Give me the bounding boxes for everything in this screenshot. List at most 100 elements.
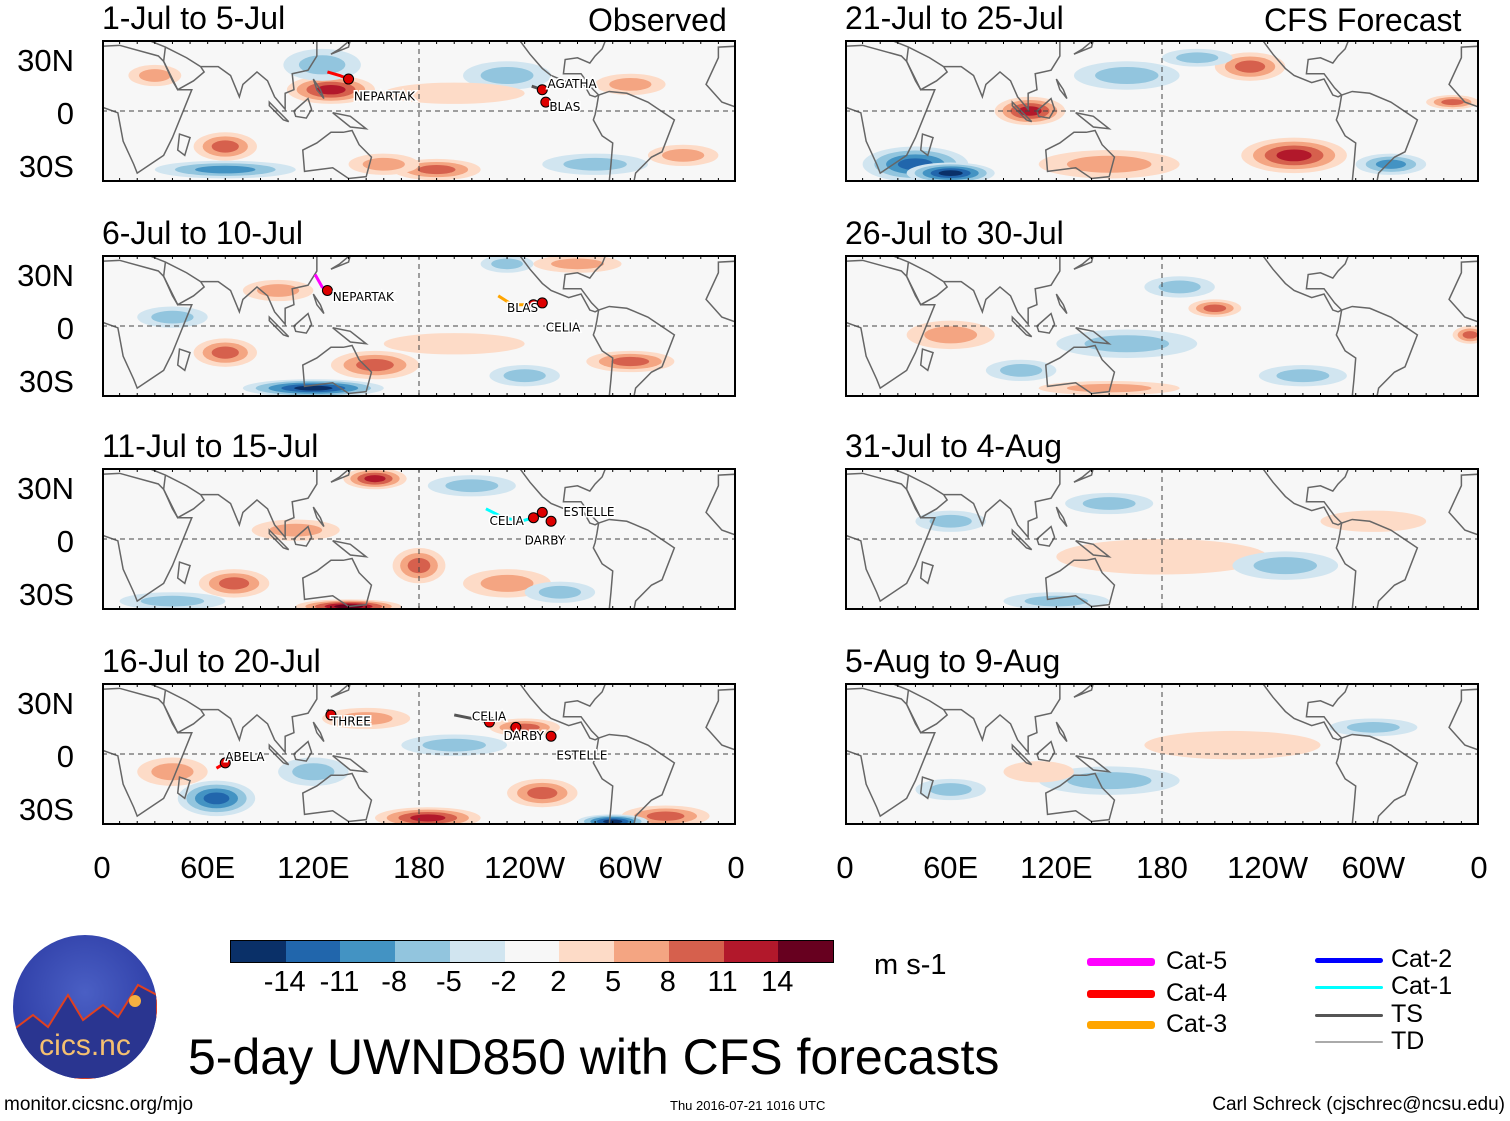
anomaly-contour — [298, 55, 346, 75]
coastline — [1262, 257, 1349, 313]
track-legend-label: Cat-1 — [1391, 972, 1453, 1000]
panel-title: 26-Jul to 30-Jul — [845, 215, 1064, 251]
storm-label: ESTELLE — [556, 748, 607, 762]
anomaly-contour — [938, 170, 963, 177]
colorbar-label: -8 — [381, 966, 408, 998]
anomaly-contour — [609, 77, 652, 91]
lat-tick-label: 30S — [18, 577, 74, 612]
hurricane-icon — [545, 730, 557, 742]
storm-track — [453, 713, 490, 724]
anomaly-contour — [445, 479, 499, 493]
coastline — [705, 45, 734, 108]
lat-tick-label: 0 — [56, 96, 74, 131]
anomaly-contour — [1320, 510, 1427, 532]
coastline — [1055, 506, 1068, 528]
coastline — [104, 44, 193, 175]
coastline — [312, 721, 325, 743]
coastline — [332, 112, 369, 130]
logo-text: cics.nc — [39, 1029, 131, 1062]
anomaly-contour — [1003, 761, 1074, 783]
coastline — [293, 740, 313, 762]
anomaly-contour — [1276, 369, 1330, 383]
coastline — [592, 90, 676, 180]
lat-tick-label: 30N — [17, 43, 74, 78]
map-panel — [845, 683, 1479, 825]
anomaly-contour — [999, 363, 1043, 377]
lon-tick-label: 60W — [1341, 850, 1406, 885]
anomaly-contour — [211, 140, 239, 153]
coastline — [592, 518, 676, 608]
coastline — [1011, 315, 1033, 338]
coastline — [1011, 743, 1033, 766]
coastline — [312, 78, 325, 100]
coastline — [1036, 97, 1056, 119]
track-legend-swatch — [1315, 1041, 1383, 1043]
lat-tick-label: 30S — [18, 149, 74, 184]
coastline — [301, 557, 373, 608]
anomaly-contour — [151, 310, 194, 324]
coastline — [1262, 470, 1349, 526]
figure-title: 5-day UWND850 with CFS forecasts — [188, 1029, 1000, 1085]
footer-url[interactable]: monitor.cicsnc.org/mjo — [4, 1094, 194, 1115]
anomaly-contour — [1084, 335, 1170, 353]
coastline — [919, 561, 934, 585]
anomaly-contour — [151, 763, 194, 781]
storm-label: DARBY — [504, 729, 545, 743]
coastline — [1335, 518, 1419, 608]
coastline — [1448, 45, 1477, 108]
colorbar-label: 2 — [550, 966, 567, 998]
colorbar-swatch — [504, 941, 560, 962]
anomaly-contour — [1144, 730, 1321, 760]
lon-tick-label: 180 — [1136, 850, 1188, 885]
colorbar-swatch — [614, 941, 669, 962]
colorbar-swatch — [395, 941, 450, 962]
coastline — [919, 133, 934, 157]
storm-label: ABELA — [225, 750, 265, 764]
track-legend-label: Cat-2 — [1391, 945, 1453, 973]
lon-tick-label: 0 — [727, 850, 745, 885]
coastline — [332, 327, 369, 345]
coastline — [176, 348, 191, 372]
storm-label: BLAS — [549, 100, 580, 114]
anomaly-contour — [527, 786, 558, 800]
track-legend-swatch — [1087, 990, 1155, 998]
anomaly-contour — [611, 356, 650, 367]
coastline — [150, 257, 318, 327]
colorbar-label: -5 — [436, 966, 462, 998]
colorbar-label: 11 — [707, 966, 738, 998]
anomaly-contour — [269, 523, 323, 537]
lat-tick-label: 30S — [18, 792, 74, 827]
anomaly-contour — [339, 712, 393, 725]
storm-label: CELIA — [472, 709, 507, 723]
anomaly-contour — [1462, 331, 1477, 339]
hurricane-icon — [321, 285, 333, 296]
anomaly-contour — [1234, 60, 1266, 73]
lat-tick-label: 0 — [56, 524, 74, 559]
anomaly-contour — [480, 66, 534, 85]
coastline — [150, 685, 318, 755]
anomaly-contour — [503, 369, 546, 383]
anomaly-contour — [1441, 99, 1464, 106]
coastline — [1073, 42, 1094, 55]
coastline — [1011, 100, 1033, 123]
coastline — [268, 743, 290, 766]
anomaly-contour — [491, 258, 523, 270]
map-panel — [845, 468, 1479, 610]
anomaly-contour — [924, 326, 978, 344]
storm-label: DARBY — [525, 533, 566, 547]
panel-title: 11-Jul to 15-Jul — [102, 428, 319, 464]
colorbar-swatch — [285, 941, 341, 962]
hurricane-icon — [325, 709, 337, 721]
coastline — [705, 688, 734, 751]
coastline — [1055, 721, 1068, 743]
panel-title: 1-Jul to 5-Jul — [102, 0, 286, 36]
coastline — [893, 470, 1061, 540]
anomaly-contour — [256, 284, 300, 297]
lon-tick-label: 60E — [180, 850, 236, 885]
coastline — [104, 259, 193, 390]
coastline — [330, 470, 351, 483]
lat-tick-label: 30N — [17, 686, 74, 721]
lon-tick-label: 120E — [1020, 850, 1093, 885]
footer-author: Carl Schreck (cjschrec@ncsu.edu) — [1212, 1094, 1505, 1115]
coastline — [893, 42, 1061, 112]
